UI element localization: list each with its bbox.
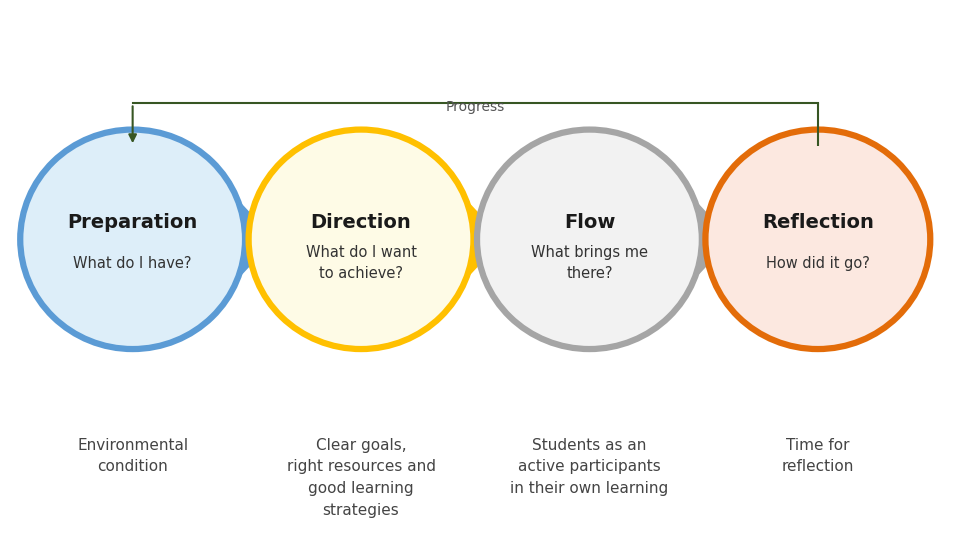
Text: Reflection: Reflection (762, 213, 874, 232)
Text: Time for
reflection: Time for reflection (781, 438, 854, 475)
Text: What do I have?: What do I have? (73, 256, 192, 271)
Polygon shape (447, 179, 503, 300)
Ellipse shape (477, 130, 702, 349)
Text: Preparation: Preparation (67, 213, 198, 232)
Text: Students as an
active participants
in their own learning: Students as an active participants in th… (511, 438, 668, 496)
Text: Progress: Progress (445, 100, 505, 114)
Text: How did it go?: How did it go? (766, 256, 870, 271)
Text: Environmental
condition: Environmental condition (77, 438, 188, 475)
Ellipse shape (706, 130, 930, 349)
Text: What do I want
to achieve?: What do I want to achieve? (305, 246, 417, 281)
Ellipse shape (20, 130, 245, 349)
Text: Clear goals,
right resources and
good learning
strategies: Clear goals, right resources and good le… (286, 438, 436, 518)
Text: Flow: Flow (564, 213, 615, 232)
Polygon shape (676, 179, 732, 300)
Text: Direction: Direction (311, 213, 412, 232)
Polygon shape (219, 179, 275, 300)
Ellipse shape (249, 130, 473, 349)
Text: What brings me
there?: What brings me there? (531, 246, 648, 281)
